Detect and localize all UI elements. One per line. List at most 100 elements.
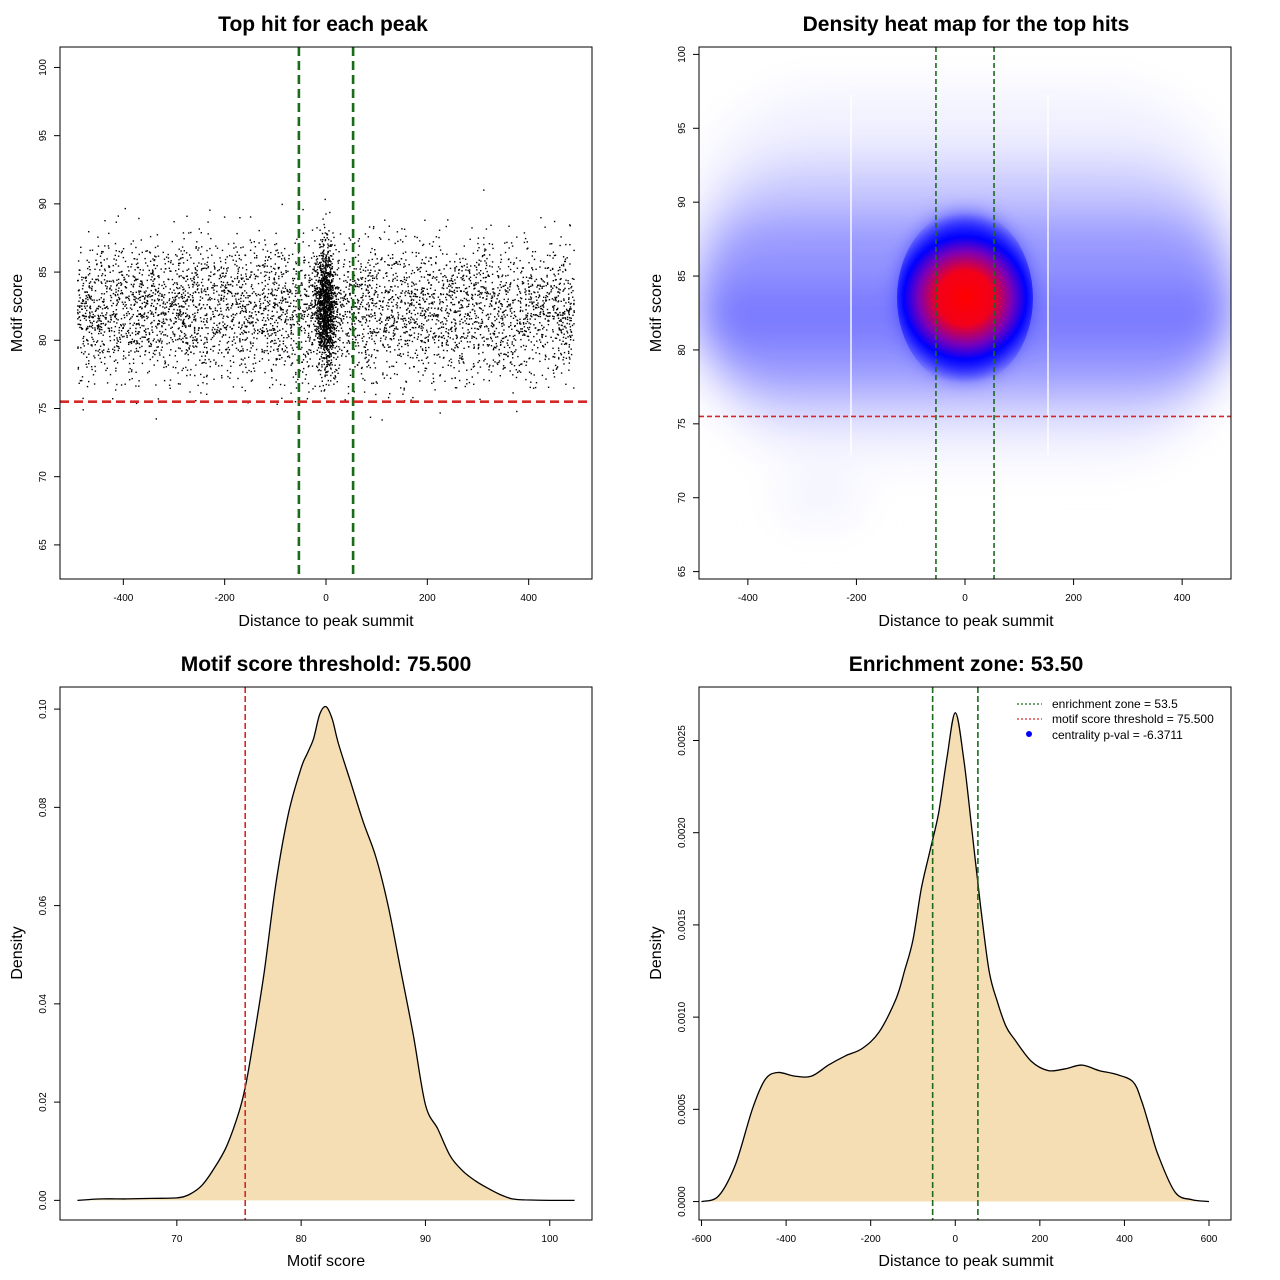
scatter-point [295,306,297,308]
scatter-point [495,336,497,338]
scatter-point [151,284,153,287]
scatter-point [249,295,251,297]
scatter-point [323,335,325,338]
scatter-point [429,330,432,332]
scatter-point [321,265,324,267]
scatter-point [107,307,109,310]
scatter-point [433,314,435,317]
scatter-point [193,278,195,281]
scatter-point [454,270,456,272]
scatter-point [525,345,527,347]
scatter-point [183,306,185,308]
scatter-point [562,256,565,258]
scatter-point [516,284,519,287]
scatter-point [143,298,146,300]
scatter-point [152,352,155,355]
scatter-point [294,309,296,312]
scatter-point [194,312,196,314]
scatter-point [239,350,241,353]
scatter-point [139,337,142,340]
scatter-point [332,344,335,347]
scatter-point [513,311,516,313]
scatter-point [424,294,426,296]
scatter-point [395,272,397,275]
scatter-point [458,268,461,271]
scatter-point [83,335,85,338]
scatter-point [219,257,221,259]
scatter-point [183,296,185,299]
scatter-point [508,289,511,291]
scatter-point [319,287,321,290]
scatter-point [116,383,118,386]
scatter-point [98,316,100,318]
scatter-point [206,339,208,341]
scatter-point [436,276,438,278]
scatter-point [192,342,194,344]
scatter-point [360,284,362,287]
scatter-point [404,292,406,294]
scatter-point [315,333,317,335]
scatter-point [357,342,359,344]
scatter-point [500,303,502,305]
scatter-point [373,362,375,364]
scatter-point [335,368,337,371]
scatter-point [371,298,374,300]
scatter-point [80,351,83,354]
scatter-point [327,348,330,351]
scatter-point [446,253,448,255]
scatter-point [325,256,327,259]
scatter-point [310,302,312,304]
scatter-point [554,296,556,299]
scatter-point [463,290,465,293]
scatter-point [467,332,469,334]
scatter-point [525,293,527,296]
scatter-point [488,305,491,308]
scatter-point [563,333,565,335]
scatter-point [226,315,228,318]
scatter-point [235,260,237,262]
scatter-point [313,339,315,341]
scatter-point [529,318,531,320]
scatter-point [506,241,508,244]
scatter-point [347,276,349,278]
scatter-point [93,301,95,304]
scatter-point [317,303,319,305]
scatter-point [281,297,284,299]
scatter-point [322,256,324,258]
scatter-point [329,313,331,316]
scatter-point [327,319,329,321]
scatter-point [201,355,203,357]
scatter-point [425,256,427,259]
scatter-point [386,360,388,363]
scatter-point [439,375,441,377]
scatter-point [281,296,284,298]
scatter-point [272,315,275,317]
scatter-point [271,377,273,379]
scatter-point [477,347,479,350]
scatter-point [323,326,325,328]
scatter-point [448,329,450,331]
scatter-point [508,225,510,227]
scatter-point [94,357,96,359]
scatter-point [320,314,322,316]
scatter-point [326,274,328,277]
scatter-point [153,274,155,276]
scatter-point [420,312,422,314]
scatter-point [183,250,185,252]
scatter-point [237,303,239,305]
scatter-point [525,298,527,300]
scatter-point [364,270,367,272]
scatter-point [283,364,286,366]
scatter-point [196,285,199,287]
scatter-point [372,275,374,277]
scatter-point [338,322,341,324]
scatter-point [317,306,319,308]
scatter-point [568,312,570,314]
scatter-point [329,316,331,318]
scatter-point [496,336,499,338]
scatter-point [209,307,211,309]
scatter-point [149,296,151,298]
scatter-point [497,276,500,279]
scatter-point [178,338,181,340]
scatter-point [274,268,276,270]
